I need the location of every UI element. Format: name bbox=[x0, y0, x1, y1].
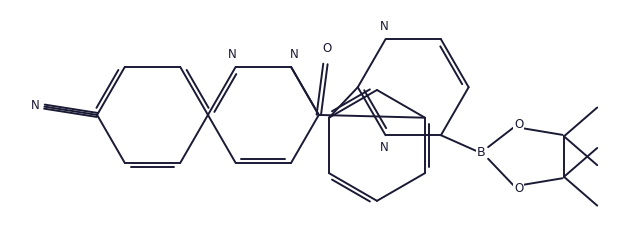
Text: N: N bbox=[290, 48, 299, 61]
Text: O: O bbox=[323, 42, 331, 55]
Text: O: O bbox=[514, 118, 523, 131]
Text: N: N bbox=[380, 20, 389, 33]
Text: B: B bbox=[476, 147, 485, 159]
Text: O: O bbox=[514, 183, 523, 196]
Text: N: N bbox=[228, 48, 237, 61]
Text: N: N bbox=[31, 99, 39, 112]
Text: N: N bbox=[380, 141, 389, 154]
